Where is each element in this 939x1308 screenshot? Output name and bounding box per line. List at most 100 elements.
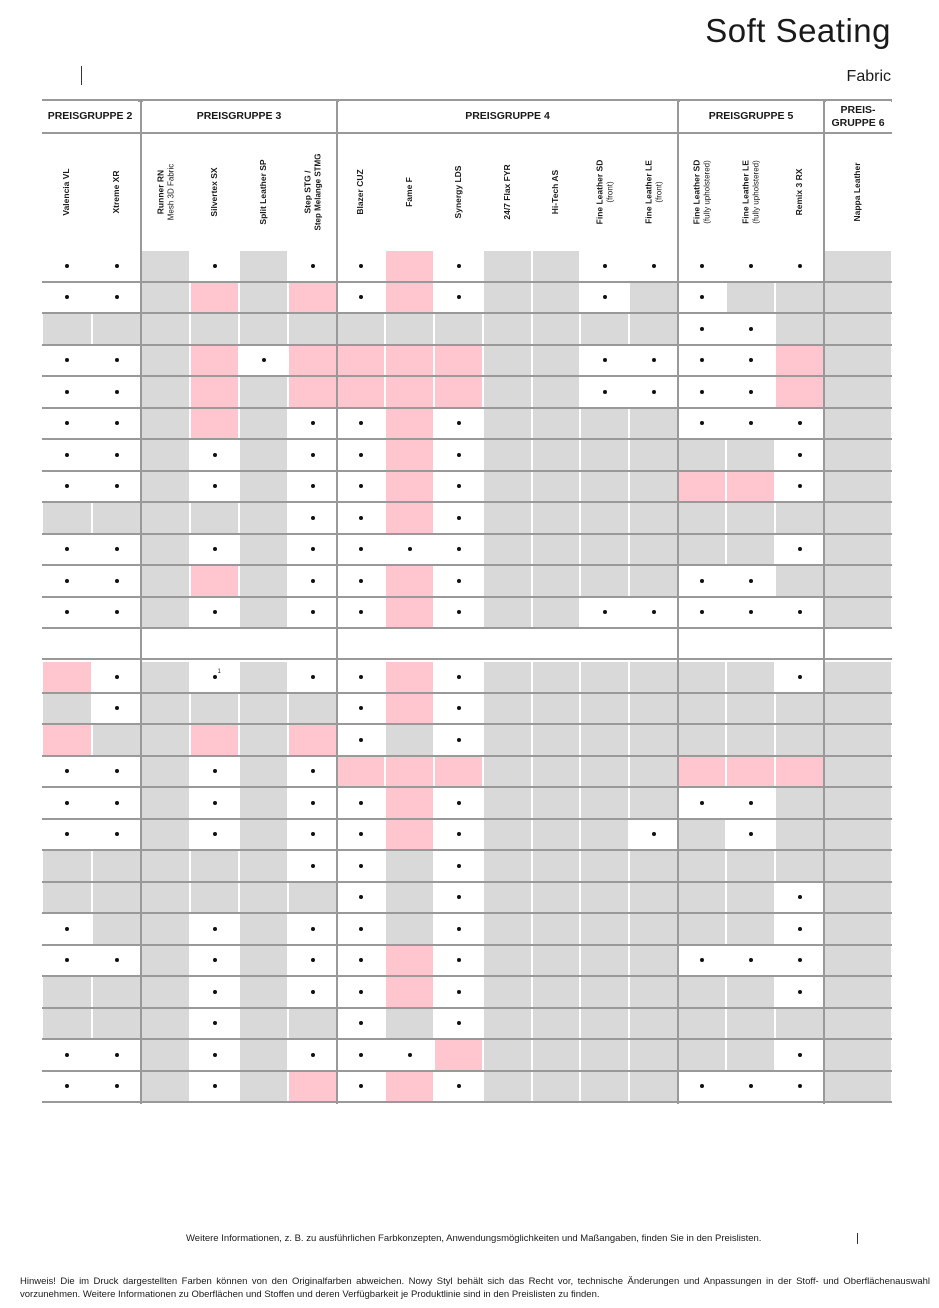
availability-dot-icon [797, 989, 802, 994]
availability-dot-icon [65, 295, 69, 300]
table-cell [484, 534, 531, 564]
availability-dot-icon [456, 452, 461, 457]
availability-dot-icon [114, 389, 119, 394]
row-border [42, 312, 892, 314]
table-cell [142, 471, 189, 501]
table-cell [825, 597, 891, 627]
column-name: Synergy LDS [452, 165, 463, 218]
availability-dot-icon [114, 706, 119, 711]
availability-dot-icon [651, 263, 656, 268]
table-cell [727, 1008, 774, 1038]
availability-dot-icon [65, 610, 69, 615]
availability-dot-icon [65, 958, 69, 963]
table-cell [630, 756, 677, 786]
row-border [42, 723, 892, 725]
availability-dot-icon [359, 295, 363, 300]
availability-dot-icon [310, 1052, 315, 1057]
table-cell [386, 693, 433, 723]
table-cell [630, 471, 677, 501]
table-cell [386, 314, 433, 344]
table-cell [776, 345, 823, 375]
table-cell [240, 945, 287, 975]
table-cell [533, 977, 579, 1007]
table-cell [727, 282, 774, 312]
table-cell [679, 503, 725, 533]
table-cell [581, 503, 628, 533]
header-separator [42, 132, 892, 134]
table-cell [435, 1040, 482, 1070]
availability-dot-icon [407, 1052, 412, 1057]
availability-dot-icon [456, 421, 461, 426]
row-border [42, 912, 892, 914]
table-cell [142, 693, 189, 723]
table-cell [825, 977, 891, 1007]
table-cell [484, 662, 531, 692]
row-border [42, 627, 892, 629]
table-cell [142, 408, 189, 438]
availability-dot-icon [212, 484, 217, 489]
availability-dot-icon [310, 863, 315, 868]
table-cell [533, 345, 579, 375]
availability-dot-icon [456, 737, 461, 742]
table-cell [386, 503, 433, 533]
availability-dot-icon [748, 800, 753, 805]
column-header: Fine Leather SD (fully upholstered) [679, 134, 725, 249]
column-subname: (front) [604, 180, 614, 203]
table-cell [386, 251, 433, 281]
table-cell [630, 534, 677, 564]
table-cell [484, 851, 531, 881]
availability-dot-icon [748, 578, 753, 583]
availability-dot-icon [797, 421, 802, 426]
table-cell [679, 440, 725, 470]
availability-dot-icon [310, 610, 315, 615]
price-group-header: PREISGRUPPE 4 [338, 101, 677, 132]
table-cell [533, 756, 579, 786]
availability-dot-icon [310, 484, 315, 489]
column-name: Nappa Leather [852, 161, 863, 222]
table-cell [679, 882, 725, 912]
availability-dot-icon [359, 515, 363, 520]
table-cell [191, 282, 238, 312]
availability-dot-icon [65, 358, 69, 363]
table-cell [484, 503, 531, 533]
column-header: Silvertex SX [191, 134, 238, 249]
column-name: Remix 3 RX [793, 168, 804, 215]
availability-dot-icon [359, 484, 363, 489]
availability-dot-icon [65, 389, 69, 394]
availability-dot-icon [114, 769, 119, 774]
table-cell [727, 662, 774, 692]
availability-dot-icon [359, 800, 363, 805]
table-cell [142, 314, 189, 344]
availability-dot-icon [212, 958, 217, 963]
row-border [42, 438, 892, 440]
table-cell [43, 1008, 91, 1038]
table-cell [289, 1008, 336, 1038]
availability-dot-icon [114, 547, 119, 552]
availability-dot-icon [651, 610, 656, 615]
table-cell [142, 251, 189, 281]
availability-dot-icon [310, 832, 315, 837]
availability-dot-icon [456, 863, 461, 868]
table-cell [43, 725, 91, 755]
table-cell [484, 945, 531, 975]
row-border [42, 343, 892, 346]
availability-dot-icon [748, 326, 753, 331]
availability-dot-icon [212, 674, 217, 679]
availability-dot-icon [359, 547, 363, 552]
table-cell [727, 534, 774, 564]
column-subname: (fully upholstered) [702, 159, 712, 224]
table-cell [386, 440, 433, 470]
table-cell [93, 977, 140, 1007]
table-cell [435, 377, 482, 407]
column-name: Runner RN [155, 169, 166, 214]
table-cell [533, 882, 579, 912]
table-cell [191, 725, 238, 755]
availability-dot-icon [797, 1084, 802, 1089]
table-cell [240, 693, 287, 723]
table-cell [630, 314, 677, 344]
table-cell [484, 693, 531, 723]
table-cell [727, 471, 774, 501]
table-cell [240, 1008, 287, 1038]
group-divider [140, 101, 142, 1104]
